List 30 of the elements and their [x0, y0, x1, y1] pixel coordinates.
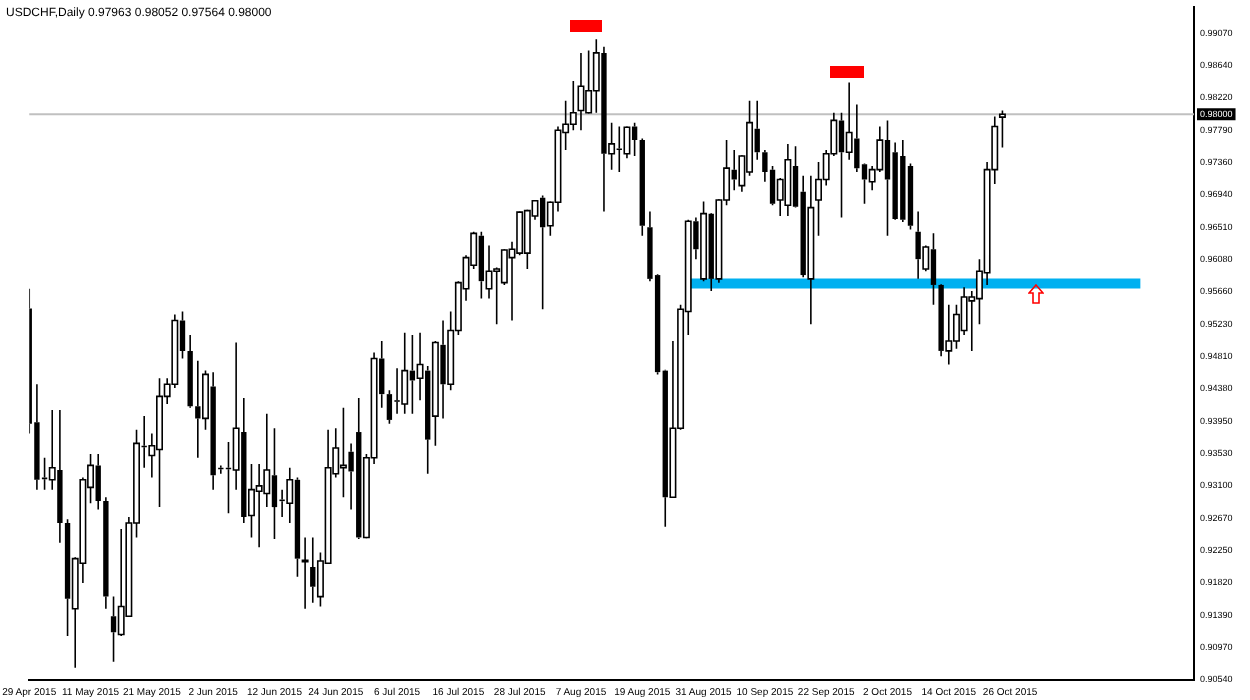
candlestick: [356, 397, 362, 540]
candlestick: [64, 518, 71, 637]
candlestick: [294, 476, 301, 578]
candlestick: [195, 359, 201, 459]
candlestick: [110, 595, 117, 663]
candlestick: [892, 141, 898, 219]
candlestick: [271, 427, 278, 540]
candlestick: [900, 139, 906, 223]
candlestick: [639, 137, 645, 237]
candlestick: [539, 194, 546, 310]
candlestick: [854, 103, 860, 173]
candlestick: [310, 536, 316, 604]
candlestick: [616, 125, 622, 173]
candlestick: [103, 496, 109, 610]
candlestick: [440, 319, 446, 420]
candlestick: [938, 284, 944, 358]
candlestick: [241, 397, 247, 524]
candlestick: [601, 46, 607, 213]
candlestick: [930, 232, 937, 306]
candlestick: [210, 371, 216, 491]
candlestick: [478, 231, 485, 300]
candlestick: [57, 409, 63, 544]
candlestick: [838, 112, 845, 219]
candlestick: [884, 119, 891, 237]
candlestick: [394, 367, 400, 415]
candlestick: [187, 334, 193, 409]
candlestick: [95, 453, 101, 511]
candlestick: [800, 174, 806, 279]
candlestick: [915, 210, 921, 280]
candlestick: [631, 121, 638, 157]
